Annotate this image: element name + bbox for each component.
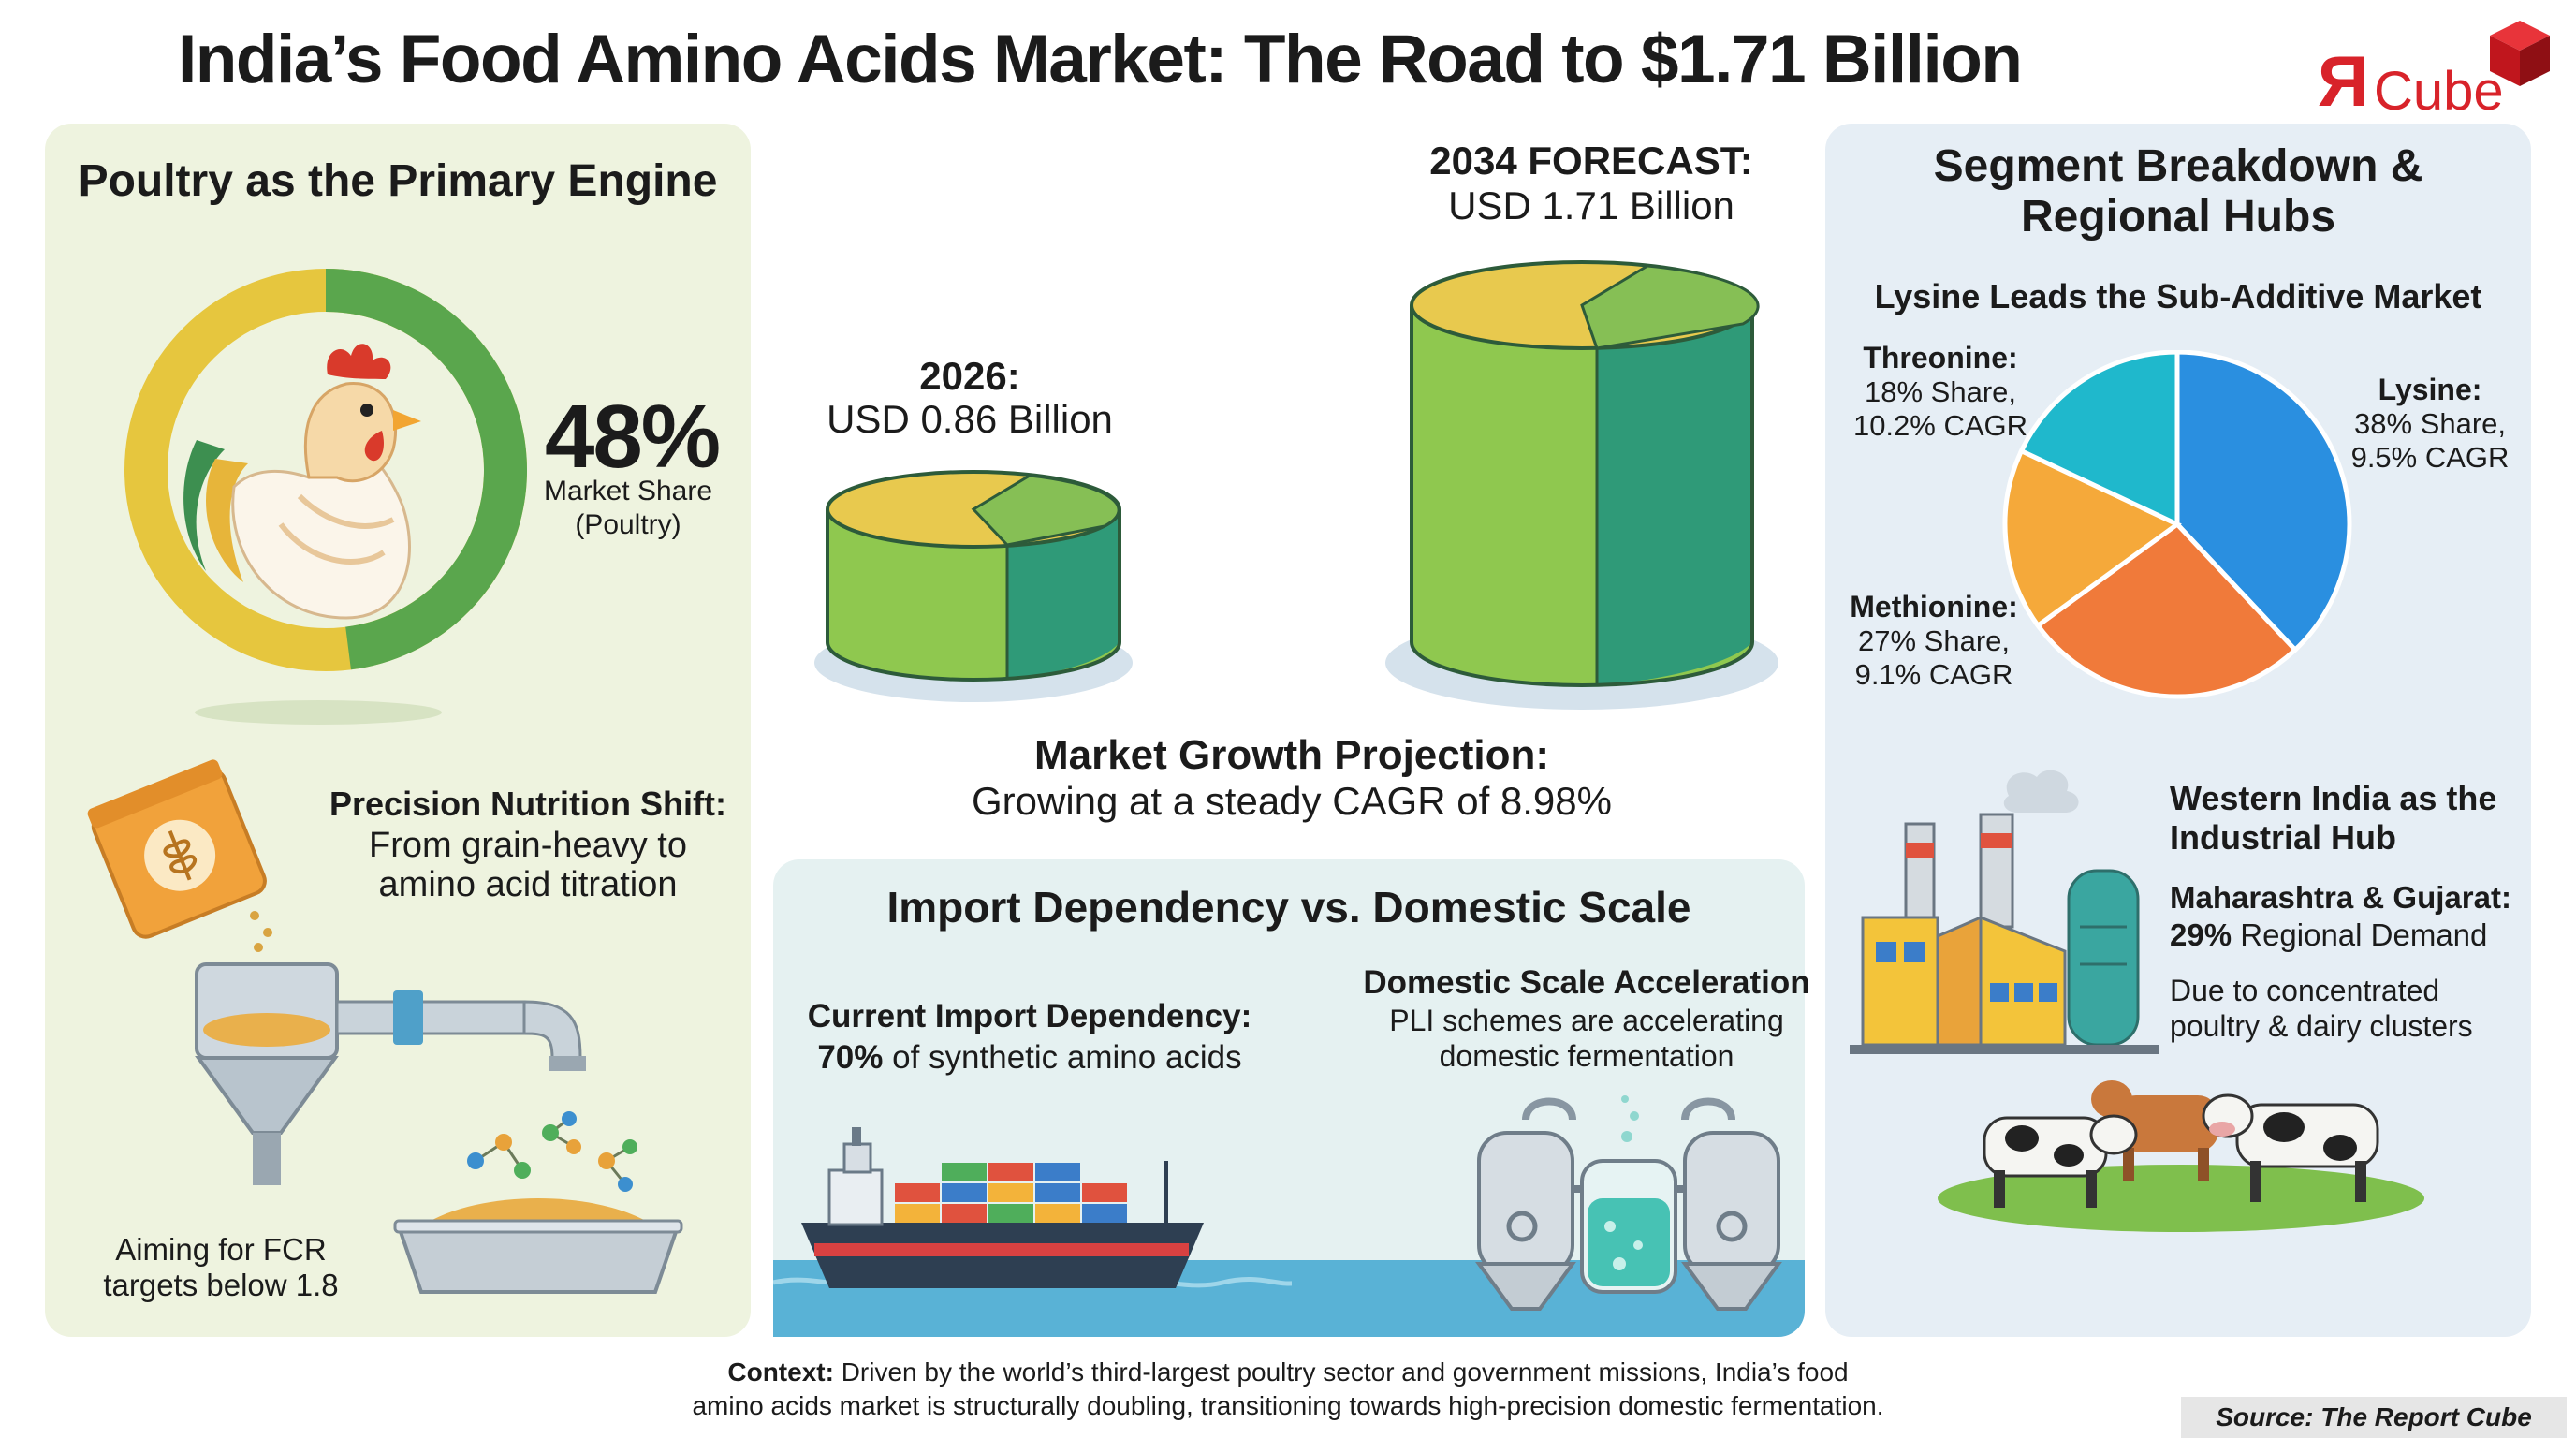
western-demand-text: Regional Demand (2232, 917, 2488, 952)
western-reason-2: poultry & dairy clusters (2170, 1009, 2473, 1043)
threonine-name: Threonine: (1863, 341, 2018, 374)
logo-text: Cube (2374, 61, 2504, 122)
domestic-heading: Domestic Scale Acceleration (1363, 964, 1810, 1001)
page-title: India’s Food Amino Acids Market: The Roa… (178, 22, 2023, 97)
precision-heading: Precision Nutrition Shift: (329, 785, 727, 823)
domestic-line-1: PLI schemes are accelerating (1389, 1004, 1784, 1037)
lysine-share: 38% Share, (2354, 407, 2506, 440)
current-import-value: 70% (817, 1039, 884, 1076)
segment-heading-1: Segment Breakdown & (1933, 141, 2423, 191)
pie-label-threonine: Threonine: 18% Share, 10.2% CAGR (1833, 341, 2048, 443)
context-label: Context: (727, 1357, 834, 1387)
context-text-2: amino acids market is structurally doubl… (692, 1391, 1884, 1420)
pie-slice-methionine (2034, 521, 2299, 699)
donut-share-arc (325, 269, 527, 670)
methionine-share: 27% Share, (1858, 624, 2010, 657)
western-reason-1: Due to concentrated (2170, 974, 2440, 1007)
current-import-heading: Current Import Dependency: (807, 998, 1252, 1034)
footer-context: Context: Driven by the world’s third-lar… (0, 1356, 2576, 1423)
threonine-share: 18% Share, (1865, 375, 2016, 408)
segment-subheading: Lysine Leads the Sub-Additive Market (1874, 277, 2482, 315)
current-import-desc: of synthetic amino acids (883, 1039, 1242, 1076)
western-demand: 29% Regional Demand (2170, 917, 2487, 953)
pie-slice-lysine (2174, 350, 2352, 653)
source-credit: Source: The Report Cube (2181, 1397, 2567, 1438)
segment-pie (2002, 350, 2352, 699)
threonine-cagr: 10.2% CAGR (1852, 409, 2028, 442)
year-2026-label: 2026: (919, 354, 1020, 398)
import-heading: Import Dependency vs. Domestic Scale (886, 883, 1691, 932)
poultry-share-value: 48% (545, 387, 721, 487)
molecule-icon (467, 1111, 637, 1192)
logo-mark: Я (2318, 42, 2369, 122)
methionine-cagr: 9.1% CAGR (1854, 658, 2013, 691)
pie-label-lysine: Lysine: 38% Share, 9.5% CAGR (2336, 373, 2524, 475)
cylinder-2026 (814, 470, 1133, 702)
lysine-name: Lysine: (2378, 373, 2482, 406)
fcr-line-1: Aiming for FCR (115, 1232, 327, 1267)
western-demand-value: 29% (2170, 917, 2232, 952)
year-2026-value: USD 0.86 Billion (827, 397, 1113, 441)
fcr-line-2: targets below 1.8 (103, 1268, 339, 1302)
current-import-text: 70% of synthetic amino acids (796, 1039, 1264, 1077)
western-states: Maharashtra & Gujarat: (2170, 880, 2511, 915)
poultry-share-label: Market Share (543, 476, 713, 506)
methionine-name: Methionine: (1850, 590, 2018, 624)
projection-text: Growing at a steady CAGR of 8.98% (972, 779, 1612, 823)
year-2034-label: 2034 FORECAST: (1429, 139, 1753, 183)
cows-icon (1938, 1080, 2424, 1232)
western-heading-2: Industrial Hub (2170, 818, 2396, 857)
context-text-1: Driven by the world’s third-largest poul… (833, 1357, 1849, 1387)
segment-heading-2: Regional Hubs (2020, 192, 2336, 242)
fermentation-tanks-icon (1475, 1095, 1782, 1311)
year-2034-value: USD 1.71 Billion (1448, 183, 1734, 227)
precision-line-2: amino acid titration (378, 865, 678, 904)
cube-logo-icon (2490, 21, 2550, 86)
poultry-share-donut (124, 269, 527, 671)
donut-shadow (195, 700, 442, 725)
poultry-share-sublabel: (Poultry) (575, 509, 681, 540)
precision-line-1: From grain-heavy to (368, 826, 687, 865)
pie-slice-other (2002, 448, 2182, 629)
lysine-cagr: 9.5% CAGR (2350, 441, 2510, 474)
hopper-pipe-icon (195, 962, 586, 1185)
projection-heading: Market Growth Projection: (1033, 732, 1550, 778)
pie-slice-threonine (2018, 350, 2180, 528)
poultry-heading: Poultry as the Primary Engine (78, 156, 718, 206)
brand-logo: Я Cube (2312, 9, 2555, 122)
western-heading-1: Western India as the (2170, 779, 2497, 817)
feed-tray-icon (393, 1198, 683, 1294)
cargo-ship-icon (773, 1127, 1297, 1337)
rooster-icon (183, 344, 421, 620)
cylinder-2034 (1385, 260, 1778, 710)
factory-icon (1850, 770, 2159, 1054)
feed-bag-icon (87, 759, 272, 952)
pie-label-methionine: Methionine: 27% Share, 9.1% CAGR (1840, 590, 2027, 692)
domestic-line-2: domestic fermentation (1439, 1039, 1734, 1073)
